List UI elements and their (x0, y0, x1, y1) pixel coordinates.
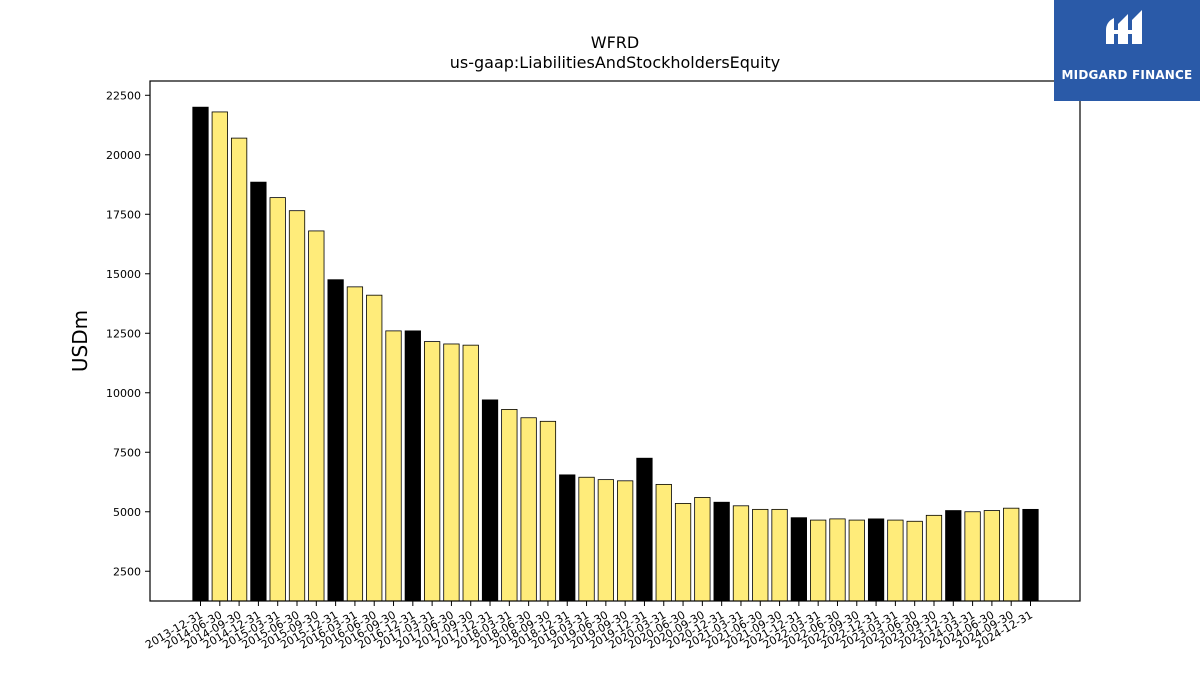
bar-2015-03-31 (269, 197, 286, 602)
y-tick-label: 15000 (106, 268, 141, 281)
logo-text: MIDGARD FINANCE (1061, 68, 1193, 82)
bar-2019-12-31 (636, 457, 653, 602)
bar-2023-09-30 (925, 514, 943, 602)
bar-2024-06-30 (983, 510, 1001, 602)
bar-2023-12-31 (945, 510, 962, 602)
bar-2015-06-30 (288, 210, 306, 602)
plot-frame (149, 80, 1081, 602)
bar-2016-12-31 (404, 330, 421, 602)
bar-2021-12-31 (790, 517, 807, 602)
bar-2018-09-30 (539, 420, 557, 602)
x-axis: 2013-12-312014-06-302014-09-302014-12-31… (143, 601, 1035, 652)
bar-2017-03-31 (424, 341, 441, 602)
bar-2020-03-31 (655, 483, 672, 602)
bar-2015-09-30 (308, 230, 325, 602)
bar-2016-06-30 (366, 294, 383, 602)
bar-2020-06-30 (674, 503, 692, 602)
bar-2024-12-31 (1022, 508, 1039, 602)
bar-2022-12-31 (867, 518, 885, 602)
bar-2021-03-31 (732, 505, 750, 602)
y-tick-label: 20000 (106, 149, 141, 162)
bar-2015-12-31 (327, 279, 344, 602)
bar-2017-09-30 (462, 344, 479, 602)
y-tick-label: 17500 (106, 208, 141, 221)
y-tick-label: 7500 (113, 446, 141, 459)
bar-2018-06-30 (520, 417, 537, 602)
bar-2019-09-30 (617, 480, 634, 602)
bar-2018-03-31 (501, 409, 518, 602)
bar-2018-12-31 (559, 474, 576, 602)
bars-group (192, 106, 1039, 602)
bar-2019-06-30 (597, 479, 614, 602)
chart-title: WFRD (590, 33, 640, 52)
bar-2021-06-30 (752, 508, 769, 602)
chart-subtitle: us-gaap:LiabilitiesAndStockholdersEquity (449, 53, 781, 72)
bar-2020-12-31 (713, 501, 730, 602)
bar-2020-09-30 (694, 497, 711, 602)
bar-2024-03-31 (964, 511, 981, 602)
bar-2017-06-30 (443, 343, 460, 602)
bar-2022-09-30 (848, 519, 865, 602)
y-axis-label: USDm (68, 310, 92, 372)
y-tick-label: 22500 (106, 89, 141, 102)
bar-2017-12-31 (481, 399, 499, 602)
bar-2024-09-30 (1003, 507, 1020, 602)
bar-2014-06-30 (211, 111, 228, 602)
bar-2019-03-31 (578, 476, 595, 602)
bar-2021-09-30 (771, 508, 788, 602)
y-tick-label: 10000 (106, 387, 141, 400)
midgard-finance-logo: MIDGARD FINANCE (1054, 0, 1200, 101)
bar-2023-06-30 (906, 520, 923, 602)
bar-2016-09-30 (385, 330, 402, 602)
bar-2014-09-30 (230, 137, 248, 602)
logo-mark-icon (1106, 10, 1142, 44)
bar-2016-03-31 (346, 286, 364, 602)
y-tick-label: 5000 (113, 506, 141, 519)
bar-2022-06-30 (829, 518, 846, 602)
bar-2014-12-31 (250, 181, 267, 602)
y-tick-label: 2500 (113, 565, 141, 578)
bar-2023-03-31 (887, 519, 904, 602)
bar-2022-03-31 (810, 519, 827, 602)
y-axis: 2500 5000 7500 10000 12500 15000 17500 20000 225… (106, 89, 150, 578)
bar-2013-12-31 (192, 106, 209, 602)
y-tick-label: 12500 (106, 327, 141, 340)
